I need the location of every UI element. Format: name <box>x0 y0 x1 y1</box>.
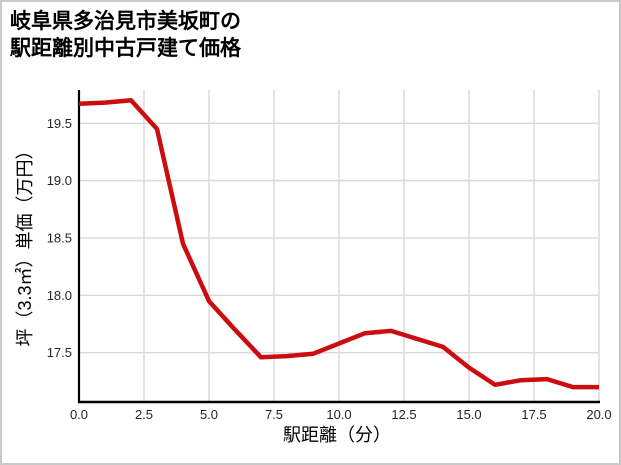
x-tick-label: 17.5 <box>521 407 546 422</box>
x-axis-label: 駅距離（分） <box>283 425 391 445</box>
y-tick-label: 18.0 <box>47 288 72 303</box>
y-tick-label: 19.0 <box>47 173 72 188</box>
chart-title: 岐阜県多治見市美坂町の 駅距離別中古戸建て価格 <box>10 8 241 62</box>
x-tick-label: 12.5 <box>391 407 416 422</box>
y-tick-label: 18.5 <box>47 230 72 245</box>
y-tick-label: 19.5 <box>47 116 72 131</box>
x-tick-label: 15.0 <box>456 407 481 422</box>
x-tick-label: 10.0 <box>326 407 351 422</box>
y-tick-label: 17.5 <box>47 345 72 360</box>
chart-title-line-1: 岐阜県多治見市美坂町の <box>10 10 241 33</box>
chart-title-line-2: 駅距離別中古戸建て価格 <box>10 37 241 60</box>
x-tick-label: 7.5 <box>265 407 283 422</box>
x-tick-label: 0.0 <box>70 407 88 422</box>
x-tick-label: 5.0 <box>200 407 218 422</box>
x-tick-label: 2.5 <box>135 407 153 422</box>
price-line <box>78 98 599 390</box>
x-tick-label: 20.0 <box>586 407 611 422</box>
